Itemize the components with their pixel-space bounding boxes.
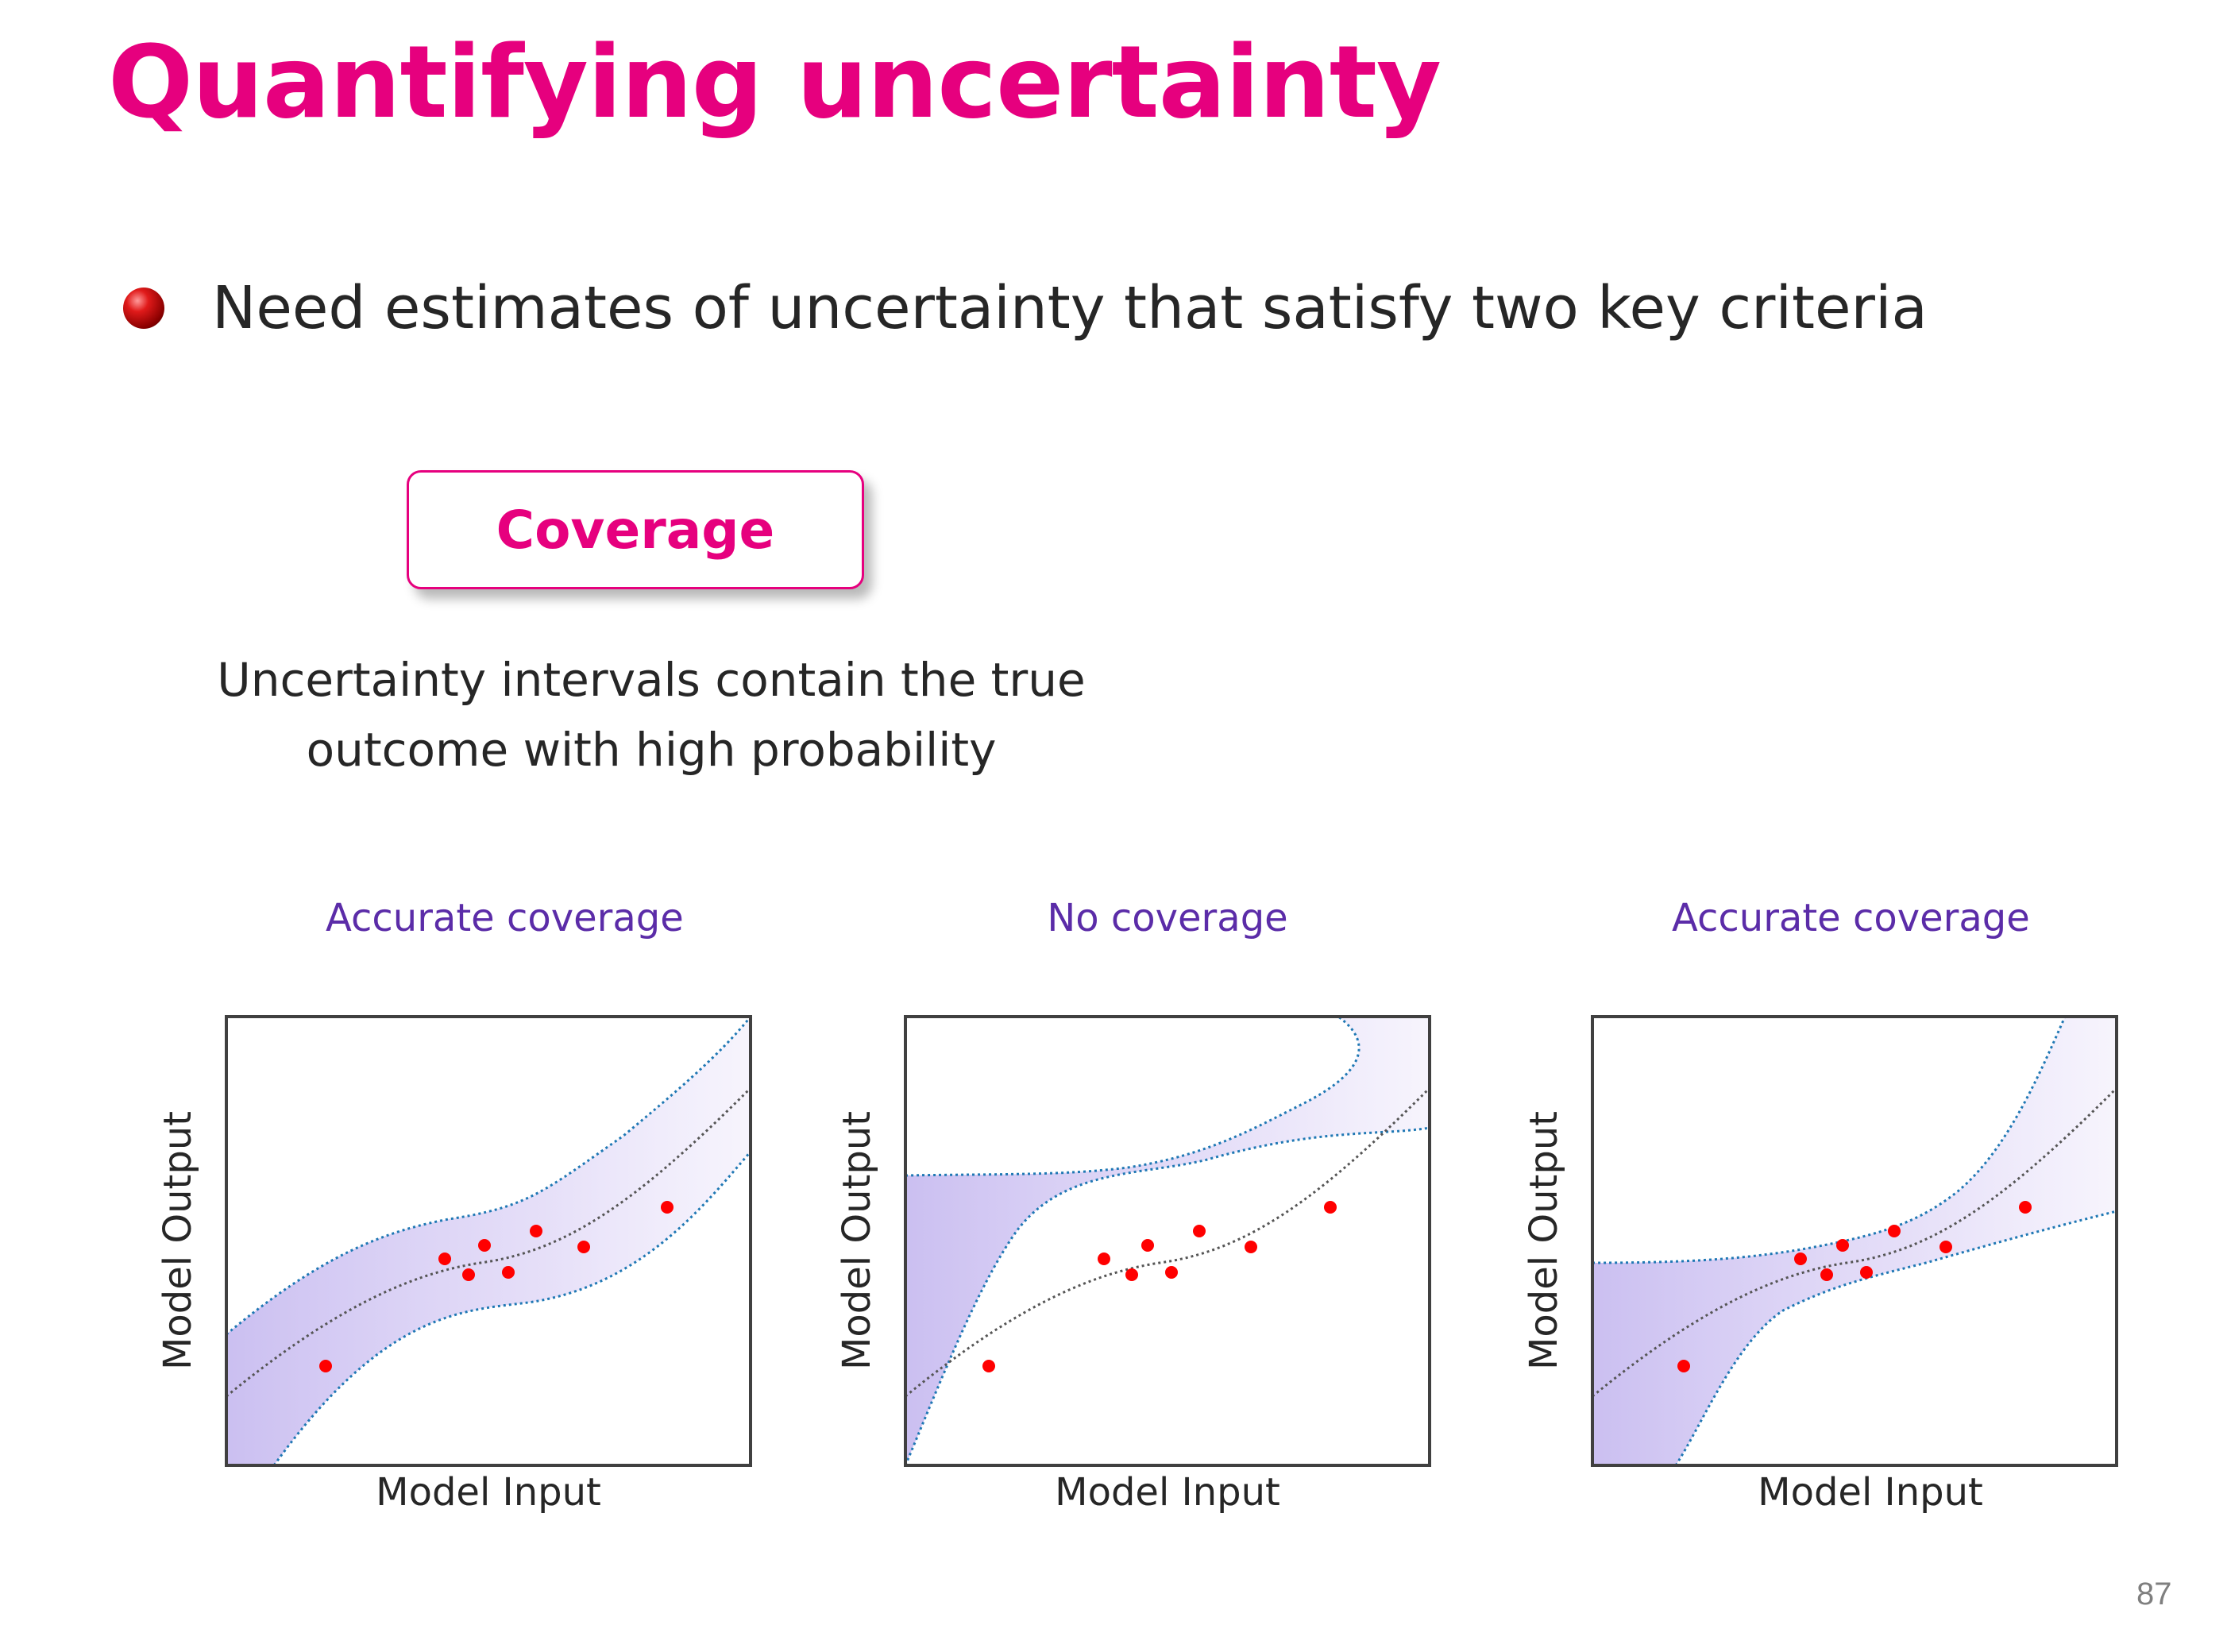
- panel-1-title: Accurate coverage: [326, 896, 684, 940]
- bullet-item: Need estimates of uncertainty that satis…: [123, 274, 1928, 342]
- description-line-1: Uncertainty intervals contain the true: [217, 653, 1086, 707]
- band-upper-edge: [905, 1015, 1361, 1177]
- band-lower-edge: [904, 1126, 1430, 1466]
- x-axis-label: Model Input: [1758, 1470, 1983, 1515]
- panel-2-diagram: Model Input Model Output: [835, 1015, 1431, 1515]
- plot-frame: [1591, 1015, 2118, 1467]
- coverage-box: Coverage: [407, 470, 864, 589]
- panel-3-title: Accurate coverage: [1672, 896, 2030, 940]
- mean-prediction-line: [1592, 1087, 2118, 1398]
- uncertainty-band: [1592, 1017, 2117, 1465]
- plot-frame: [225, 1015, 752, 1467]
- observed-points: [319, 1201, 674, 1372]
- coverage-label: Coverage: [496, 499, 775, 561]
- band-upper-edge: [226, 1016, 752, 1336]
- x-axis-label: Model Input: [376, 1470, 601, 1515]
- panel-2-title: No coverage: [1047, 896, 1288, 940]
- slide-title: Quantifying uncertainty: [108, 24, 1442, 141]
- mean-prediction-line: [905, 1087, 1431, 1398]
- panel-3-diagram: Model Input Model Output: [1522, 1015, 2118, 1515]
- panel-1-diagram: Model Input Model Output: [156, 1015, 752, 1515]
- y-axis-label: Model Output: [835, 1111, 879, 1370]
- plot-frame: [904, 1015, 1431, 1467]
- description-line-2: outcome with high probability: [306, 723, 997, 777]
- coverage-description: Uncertainty intervals contain the true o…: [175, 645, 1128, 785]
- mean-prediction-line: [226, 1087, 752, 1398]
- y-axis-label: Model Output: [1522, 1111, 1566, 1370]
- red-sphere-bullet-icon: [123, 288, 164, 329]
- observed-points: [1677, 1201, 2032, 1372]
- band-lower-edge: [272, 1151, 752, 1466]
- band-lower-edge: [1674, 1210, 2117, 1466]
- uncertainty-band: [905, 1017, 1430, 1465]
- bullet-text: Need estimates of uncertainty that satis…: [212, 274, 1928, 342]
- page-number: 87: [2136, 1577, 2172, 1611]
- observed-points: [982, 1201, 1337, 1372]
- y-axis-label: Model Output: [156, 1111, 200, 1370]
- x-axis-label: Model Input: [1055, 1470, 1280, 1515]
